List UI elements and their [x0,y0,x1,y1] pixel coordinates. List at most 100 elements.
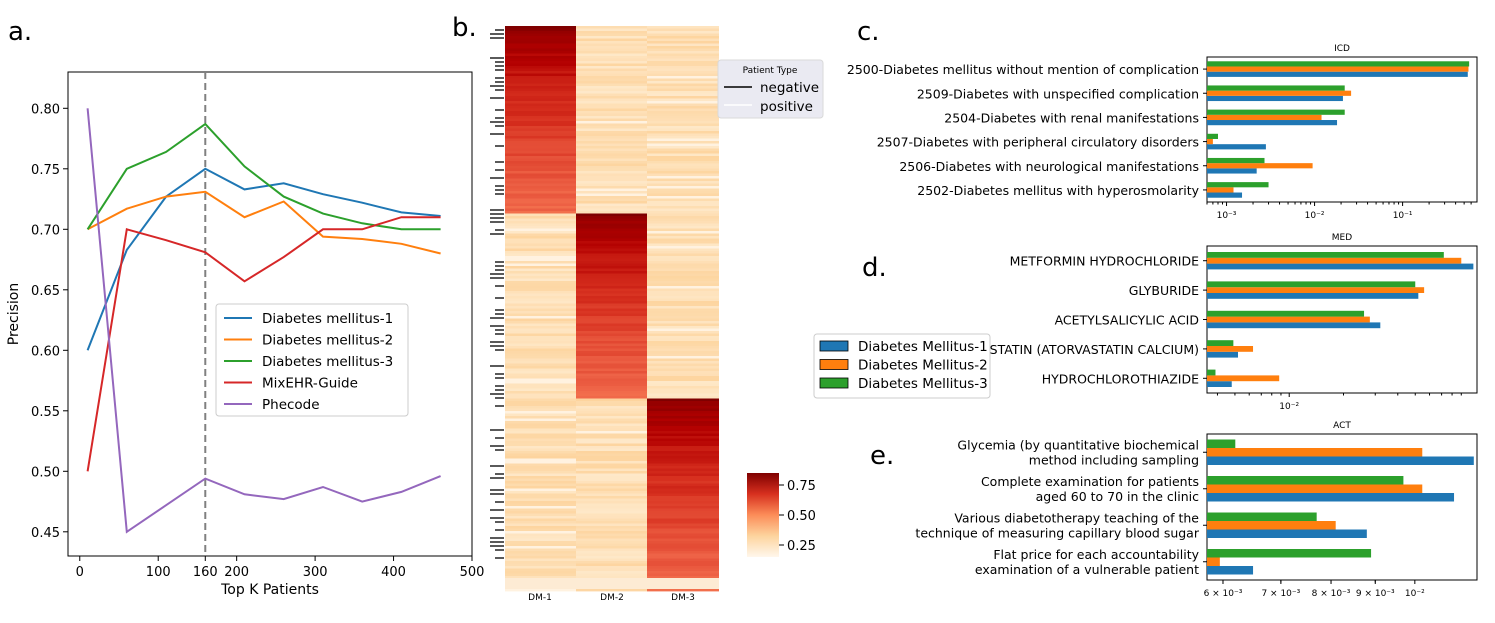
heatmap-cell [505,313,576,317]
heatmap-cell [647,186,719,189]
heatmap-cell [505,281,576,284]
heatmap-cell [647,451,719,454]
heatmap-cell [505,498,576,502]
heatmap-cell [576,38,647,42]
patient-type-legend-title: Patient Type [743,66,798,76]
heatmap-cell [505,321,576,324]
bar-panelC-series-1 [1207,71,1468,77]
heatmap-cell [505,323,576,327]
heatmap-cell [647,123,719,127]
heatmap-cell [576,83,647,87]
heatmap-cell [505,251,576,254]
heatmap-cell [647,116,719,119]
heatmap-cell [647,291,719,294]
heatmap-cell [505,418,576,422]
heatmap-cell [576,343,647,347]
heatmap-cell [647,78,719,82]
heatmap-cell [647,66,719,69]
heatmap-cell [505,56,576,59]
heatmap-cell [647,466,719,469]
heatmap-cell [647,458,719,462]
heatmap-cell [576,123,647,127]
heatmap-cell [647,293,719,297]
heatmap-cell [647,463,719,467]
heatmap-cell [576,111,647,114]
heatmap-cell [647,496,719,499]
heatmap-cell [505,196,576,199]
heatmap-cell [647,181,719,184]
heatmap-cell [505,356,576,359]
heatmap-cell [647,223,719,227]
heatmap-cell [647,216,719,219]
heatmap-cell [647,346,719,349]
heatmap-cell [505,263,576,267]
heatmap-cell [576,386,647,389]
bar-panelC-series-2 [1207,114,1322,121]
heatmap-cell [576,428,647,432]
category-label-line: Flat price for each accountability [993,547,1199,562]
heatmap-cell [647,298,719,302]
heatmap-cell [505,381,576,384]
heatmap-cell [647,311,719,314]
y-tick-label: 0.70 [31,223,60,238]
heatmap-cell [505,548,576,552]
heatmap-cell [647,388,719,392]
heatmap-cell [647,173,719,177]
heatmap-cell [576,286,647,289]
heatmap-cell [576,66,647,69]
heatmap-cell [576,553,647,557]
heatmap-cell [505,343,576,347]
heatmap-cell [647,433,719,437]
heatmap-cell [576,511,647,514]
heatmap-cell [647,558,719,562]
bar-panelE-series-3 [1207,549,1372,558]
bar-panelE-series-2 [1207,484,1423,493]
heatmap-cell [576,243,647,247]
bar-panelE-series-2 [1207,521,1336,530]
heatmap-cell [576,408,647,412]
x-tick-label: 100 [146,565,171,580]
heatmap-cell [647,108,719,112]
heatmap-cell [647,36,719,39]
heatmap-cell [647,111,719,114]
heatmap-cell [505,108,576,112]
heatmap-cell [576,321,647,324]
heatmap-cell [576,76,647,79]
heatmap-cell [505,523,576,527]
bar-panelE-series-1 [1207,456,1474,465]
heatmap-cell [647,118,719,122]
heatmap-colorbar: 0.25 0.50 0.75 [747,473,816,557]
heatmap-cell [576,426,647,429]
heatmap-cell [505,283,576,287]
heatmap-cell [576,531,647,534]
heatmap-cell [576,526,647,529]
heatmap-cell [647,383,719,387]
heatmap-cell [505,508,576,512]
y-tick-label: 0.60 [31,344,60,359]
heatmap-cell [505,188,576,192]
panel-a-legend-box [215,303,409,417]
heatmap-cell [647,263,719,267]
bar-legend-label-3: Diabetes Mellitus-3 [858,376,988,392]
heatmap-cell [647,386,719,389]
heatmap-cell [505,316,576,319]
heatmap-cell [505,91,576,94]
bar-panelC-series-1 [1207,144,1266,150]
heatmap-cell [576,271,647,274]
heatmap-cell [576,463,647,467]
heatmap-cell [647,28,719,32]
heatmap-cell [505,568,576,572]
heatmap-cell [505,268,576,272]
heatmap-cell [576,121,647,124]
heatmap-cell [505,51,576,54]
heatmap-cell [505,443,576,447]
heatmap-cell [576,206,647,209]
panelE-title: ACT [1333,421,1351,431]
heatmap-cell [576,543,647,547]
heatmap-cell [647,428,719,432]
heatmap-cell [505,558,576,562]
heatmap-cell [505,341,576,344]
heatmap-cell [505,171,576,174]
heatmap-cell [576,361,647,364]
heatmap-cell [505,26,576,29]
